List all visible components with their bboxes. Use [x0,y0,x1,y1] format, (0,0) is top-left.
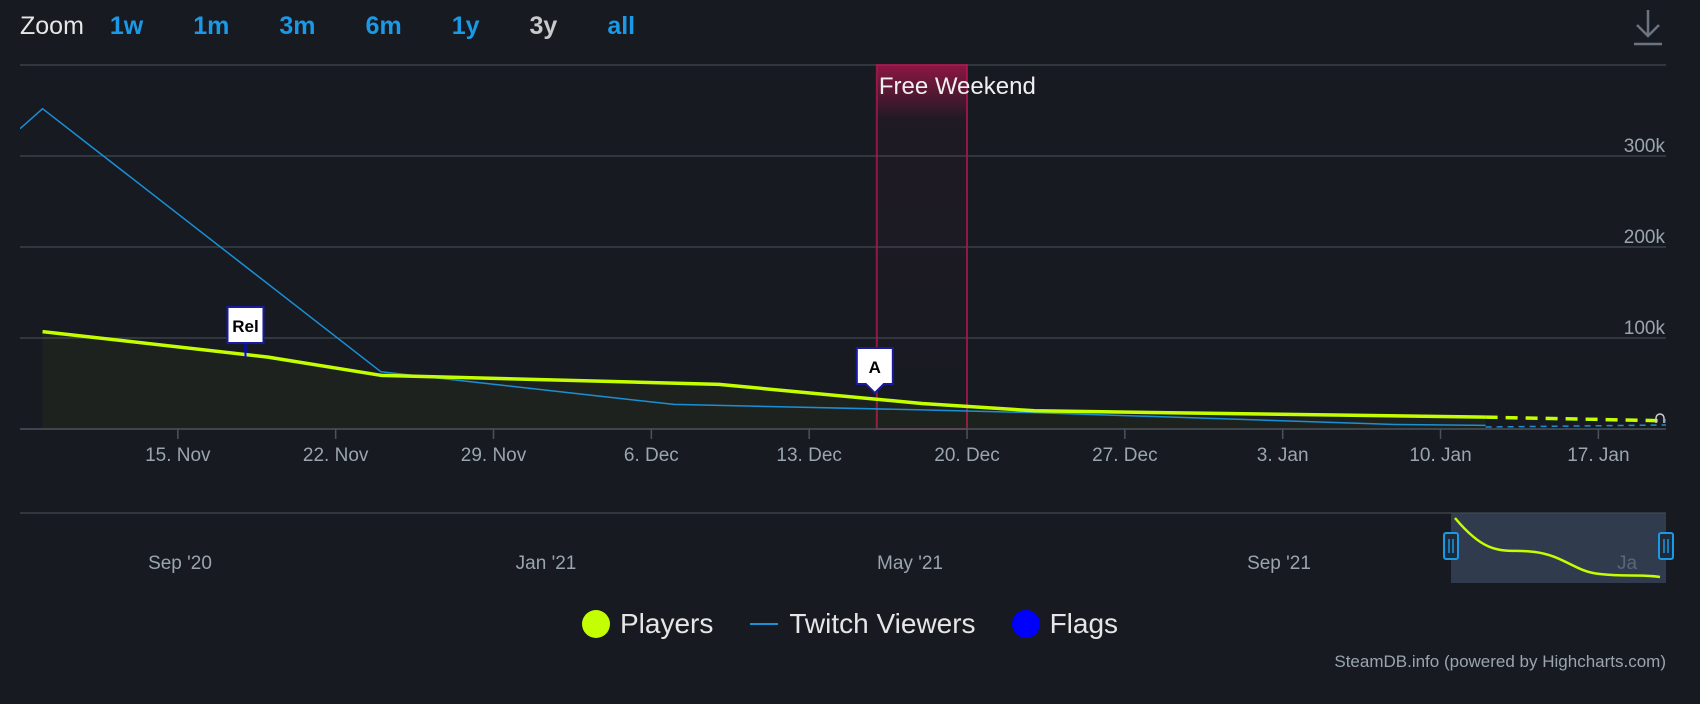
zoom-1y-button[interactable]: 1y [451,11,480,40]
navigator-x-label: Sep '20 [148,553,212,574]
zoom-3y-button[interactable]: 3y [529,11,558,40]
credits-link[interactable]: SteamDB.info (powered by Highcharts.com) [1334,652,1666,671]
navigator-x-label: Sep '21 [1247,553,1311,574]
y-tick-label: 300k [1624,136,1666,157]
zoom-6m-button[interactable]: 6m [365,11,402,40]
download-button[interactable] [1630,8,1666,48]
zoom-all-button[interactable]: all [607,11,636,40]
flags-legend-symbol [1011,610,1040,638]
x-tick-label: 6. Dec [624,445,679,466]
series-end-marker [1655,413,1665,423]
navigator-mask [1451,513,1666,583]
x-tick-label: 15. Nov [145,445,211,466]
zoom-1w-button[interactable]: 1w [109,11,144,40]
x-tick-label: 29. Nov [461,445,527,466]
twitch-legend-symbol [750,623,779,625]
navigator-series [1454,517,1661,579]
legend: Players Twitch Viewers Flags [0,608,1700,640]
zoom-3m-button[interactable]: 3m [279,11,316,40]
x-tick-label: 10. Jan [1409,445,1471,466]
x-tick-label: 17. Jan [1567,445,1629,466]
navigator-x-label: Jan '21 [516,553,577,574]
twitch-projection-line [1485,424,1667,428]
flag-rel-label: Rel [232,317,258,336]
x-tick-label: 27. Dec [1092,445,1157,466]
navigator-handle-right [1658,532,1674,560]
legend-label-players: Players [619,608,714,639]
x-tick-label: 13. Dec [776,445,841,466]
flag-rel-box [226,306,265,344]
free-weekend-label: Free Weekend [879,73,1036,100]
legend-label-flags: Flags [1049,608,1119,639]
players-line [42,329,1486,419]
legend-item-players[interactable]: Players [581,608,714,640]
players-area [42,331,1486,429]
flag-a-box [855,347,894,395]
x-tick-label: 3. Jan [1257,445,1309,466]
players-projection-line [1485,415,1667,423]
flag-a-label: A [869,358,881,377]
twitch-viewers-line [20,107,1486,427]
y-tick-label: 200k [1624,227,1666,248]
x-tick-label: 22. Nov [303,445,369,466]
navigator-x-label: May '21 [877,553,943,574]
zoom-label: Zoom [20,11,84,40]
download-icon [1634,10,1662,46]
legend-item-flags[interactable]: Flags [1011,608,1119,640]
x-tick-label: 20. Dec [934,445,999,466]
legend-item-twitch-viewers[interactable]: Twitch Viewers [749,608,976,640]
y-tick-label: 100k [1624,318,1666,339]
zoom-bar: Zoom 1w 1m 3m 6m 1y 3y all [20,8,685,44]
navigator-handle-left [1443,532,1459,560]
players-legend-symbol [581,610,610,638]
zoom-1m-button[interactable]: 1m [193,11,230,40]
legend-label-twitch-viewers: Twitch Viewers [789,608,976,639]
